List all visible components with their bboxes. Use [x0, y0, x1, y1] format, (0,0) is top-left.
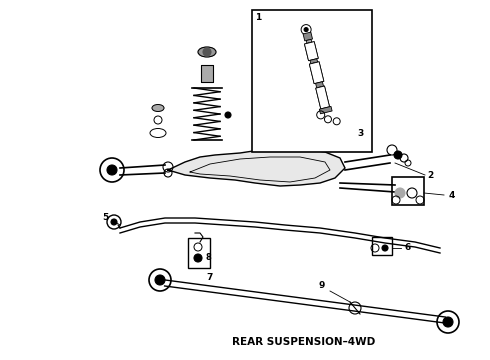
Polygon shape — [309, 62, 324, 84]
Polygon shape — [319, 107, 332, 114]
Ellipse shape — [198, 47, 216, 57]
Polygon shape — [304, 42, 319, 61]
Circle shape — [395, 188, 405, 198]
Circle shape — [194, 254, 202, 262]
Bar — [201, 65, 213, 82]
Polygon shape — [304, 42, 319, 61]
Text: 1: 1 — [255, 13, 261, 22]
Text: REAR SUSPENSION–4WD: REAR SUSPENSION–4WD — [232, 337, 375, 347]
Polygon shape — [168, 148, 345, 186]
Polygon shape — [309, 62, 324, 84]
Bar — [201, 65, 213, 82]
Bar — [252, 10, 372, 152]
Circle shape — [107, 165, 117, 175]
Circle shape — [304, 28, 308, 32]
Bar — [372, 237, 392, 255]
Circle shape — [111, 219, 117, 225]
Polygon shape — [306, 39, 312, 44]
Circle shape — [225, 112, 231, 118]
Polygon shape — [310, 59, 318, 64]
Circle shape — [394, 151, 402, 159]
Bar — [392, 177, 424, 205]
Circle shape — [203, 48, 211, 56]
Text: 7: 7 — [207, 274, 213, 283]
Text: 6: 6 — [405, 243, 411, 252]
Text: 5: 5 — [102, 213, 108, 222]
Polygon shape — [316, 82, 323, 88]
Polygon shape — [303, 32, 313, 41]
Text: 9: 9 — [319, 282, 325, 291]
Polygon shape — [316, 86, 330, 109]
Circle shape — [443, 317, 453, 327]
Text: 4: 4 — [449, 190, 455, 199]
Text: 3: 3 — [357, 129, 363, 138]
Bar — [188, 238, 210, 268]
Circle shape — [382, 245, 388, 251]
Circle shape — [155, 275, 165, 285]
Polygon shape — [316, 86, 330, 109]
Text: 8: 8 — [205, 253, 211, 262]
Text: 2: 2 — [427, 171, 433, 180]
Ellipse shape — [152, 104, 164, 112]
